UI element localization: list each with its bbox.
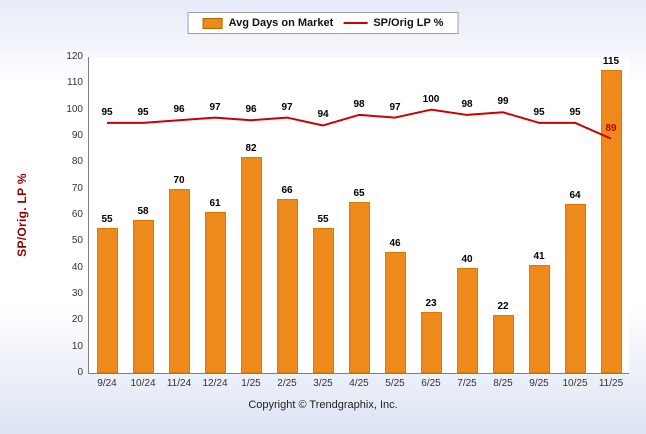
y-tick-label: 100 xyxy=(66,103,83,115)
bar-value-label: 46 xyxy=(389,237,401,249)
line-value-label: 99 xyxy=(497,96,509,108)
line-series xyxy=(107,108,612,140)
bar xyxy=(600,70,622,373)
x-tick-label: 7/25 xyxy=(457,378,477,389)
x-tick-label: 3/25 xyxy=(313,378,333,389)
line-value-label: 95 xyxy=(101,106,113,118)
bar xyxy=(348,201,370,373)
x-tick-label: 2/25 xyxy=(277,378,297,389)
trend-line xyxy=(107,108,612,140)
legend-bar-label: Avg Days on Market xyxy=(228,17,334,29)
x-tick-label: 10/25 xyxy=(562,378,588,389)
line-value-label: 98 xyxy=(461,98,473,110)
bar-value-label: 58 xyxy=(137,206,149,218)
y-tick-label: 80 xyxy=(71,156,83,168)
bar xyxy=(276,199,298,373)
bar-value-label: 22 xyxy=(497,301,509,313)
line-value-label: 97 xyxy=(389,101,401,113)
bar xyxy=(204,212,226,373)
bar-value-label: 64 xyxy=(569,190,581,202)
bar xyxy=(168,188,190,373)
y-tick-label: 20 xyxy=(71,314,83,326)
legend-line-swatch xyxy=(343,22,368,24)
x-tick-label: 9/25 xyxy=(529,378,549,389)
x-tick-label: 6/25 xyxy=(421,378,441,389)
line-value-label: 97 xyxy=(209,101,221,113)
bar xyxy=(564,204,586,373)
bar xyxy=(492,315,514,373)
legend: Avg Days on Market SP/Orig LP % xyxy=(187,12,459,34)
x-tick-label: 8/25 xyxy=(493,378,513,389)
x-tick-label: 1/25 xyxy=(241,378,261,389)
x-tick-label: 5/25 xyxy=(385,378,405,389)
bar xyxy=(240,157,262,373)
copyright: Copyright © Trendgraphix, Inc. xyxy=(248,399,398,411)
x-tick-label: 10/24 xyxy=(130,378,156,389)
y-tick-label: 60 xyxy=(71,209,83,220)
y-tick-label: 110 xyxy=(67,77,83,89)
y-tick-label: 30 xyxy=(71,288,83,299)
bar-value-label: 55 xyxy=(317,214,329,226)
bar-value-label: 70 xyxy=(173,174,185,186)
plot-area: 0 10 20 30 40 50 60 70 80 90 100 110 120 55 58 70 61 82 6… xyxy=(66,51,629,389)
line-value-label: 95 xyxy=(569,106,581,118)
y-tick-label: 40 xyxy=(71,261,83,273)
bar-value-label: 61 xyxy=(209,198,221,210)
legend-bar-swatch xyxy=(202,17,223,29)
bar xyxy=(312,228,334,373)
bar xyxy=(96,228,118,373)
line-value-label: 95 xyxy=(533,106,545,118)
line-value-label: 97 xyxy=(281,101,293,113)
x-tick-label: 9/24 xyxy=(97,378,117,389)
bar-value-label: 115 xyxy=(602,56,620,68)
bar xyxy=(132,220,154,373)
x-tick-label: 4/25 xyxy=(349,378,369,389)
bar xyxy=(384,251,406,373)
x-tick-label: 11/24 xyxy=(166,378,192,389)
y-tick-label: 90 xyxy=(71,130,83,141)
bar-value-label: 41 xyxy=(533,251,545,263)
x-tick-label: 12/24 xyxy=(202,378,228,389)
bar xyxy=(420,312,442,373)
line-value-label: 89 xyxy=(605,122,617,134)
bar-value-label: 40 xyxy=(461,253,473,265)
line-value-label: 96 xyxy=(245,104,257,116)
line-value-label: 100 xyxy=(422,93,440,105)
bar xyxy=(528,265,550,373)
bar-value-label: 65 xyxy=(353,187,365,199)
y-tick-label: 120 xyxy=(66,51,83,62)
x-tick-label: 11/25 xyxy=(598,378,624,389)
y-tick-label: 0 xyxy=(77,367,83,378)
bar-value-label: 66 xyxy=(281,185,293,197)
line-value-label: 94 xyxy=(317,109,329,121)
bar-value-label: 23 xyxy=(425,298,437,310)
bar xyxy=(456,267,478,373)
y-tick-label: 50 xyxy=(71,235,83,247)
bar-value-label: 82 xyxy=(245,143,257,155)
y-tick-label: 70 xyxy=(71,182,83,194)
line-value-label: 95 xyxy=(137,106,149,118)
bar-value-label: 55 xyxy=(101,214,113,226)
line-value-label: 98 xyxy=(353,98,365,110)
legend-line-label: SP/Orig LP % xyxy=(373,17,444,29)
y-tick-label: 10 xyxy=(71,340,83,352)
y-axis-title: SP/Orig. LP % xyxy=(15,173,29,257)
line-value-label: 96 xyxy=(173,104,185,116)
